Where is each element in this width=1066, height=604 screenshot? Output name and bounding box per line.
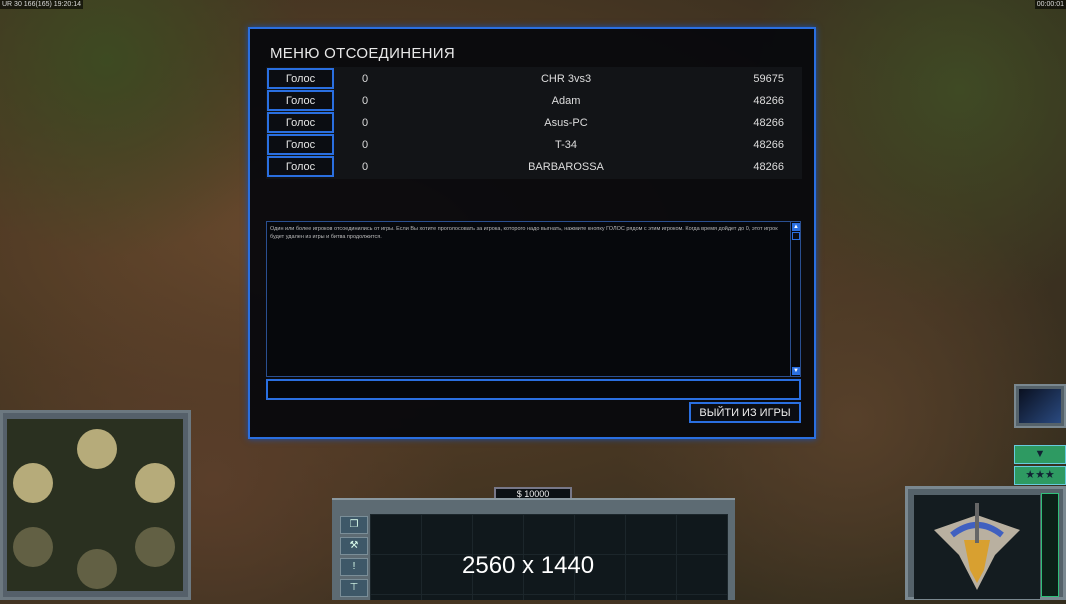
- player-name: BARBAROSSA: [528, 161, 604, 173]
- minimap-base: [135, 463, 175, 503]
- rank-stars-button[interactable]: ★★★: [1014, 466, 1066, 485]
- satellite-icon: [1019, 389, 1061, 423]
- build-grid[interactable]: [370, 514, 728, 600]
- satellite-power-button[interactable]: [1014, 384, 1066, 428]
- wrench-icon[interactable]: ⚒: [340, 537, 368, 555]
- resolution-overlay: 2560 x 1440: [462, 552, 595, 579]
- player-row: Голос 0 T-34 48266: [266, 133, 802, 155]
- player-timeout: 59675: [753, 73, 784, 85]
- vote-button[interactable]: Голос: [267, 134, 334, 155]
- vote-button[interactable]: Голос: [267, 156, 334, 177]
- disconnect-message: Один или более игроков отсоединились от …: [270, 226, 778, 240]
- player-name: T-34: [554, 139, 577, 151]
- minimap[interactable]: [0, 410, 191, 600]
- minimap-base: [77, 549, 117, 589]
- player-list: Голос 0 CHR 3vs3 59675 Голос 0 Adam 4826…: [266, 67, 802, 179]
- scroll-thumb[interactable]: [792, 232, 800, 240]
- player-name: Asus-PC: [544, 117, 588, 129]
- minimap-base: [13, 527, 53, 567]
- vote-count: 0: [362, 161, 369, 173]
- vote-button[interactable]: Голос: [267, 90, 334, 111]
- faction-emblem-icon: [934, 503, 1020, 590]
- minimap-base: [135, 527, 175, 567]
- vote-count: 0: [362, 139, 369, 151]
- scroll-down-icon[interactable]: ▼: [792, 367, 800, 375]
- vote-count: 0: [362, 95, 369, 107]
- status-readout: UR 30 166(165) 19:20:14: [0, 0, 83, 9]
- vote-count: 0: [362, 117, 369, 129]
- message-log: Один или более игроков отсоединились от …: [266, 221, 801, 377]
- player-row: Голос 0 CHR 3vs3 59675: [266, 67, 802, 89]
- windows-icon[interactable]: ❐: [340, 516, 368, 534]
- command-bar: ❐ ⚒ ! ⊤ 2560 x 1440: [332, 498, 735, 600]
- minimap-base: [13, 463, 53, 503]
- player-timeout: 48266: [753, 95, 784, 107]
- minimap-base: [77, 429, 117, 469]
- disconnect-dialog: МЕНЮ ОТСОЕДИНЕНИЯ Голос 0 CHR 3vs3 59675…: [248, 27, 816, 439]
- vote-button[interactable]: Голос: [267, 68, 334, 89]
- player-name: Adam: [551, 95, 581, 107]
- collapse-button[interactable]: ▼: [1014, 445, 1066, 464]
- player-row: Голос 0 BARBAROSSA 48266: [266, 155, 802, 177]
- player-name: CHR 3vs3: [540, 73, 592, 85]
- scroll-up-icon[interactable]: ▲: [792, 223, 800, 231]
- vote-button[interactable]: Голос: [267, 112, 334, 133]
- sell-sign-icon[interactable]: ⊤: [340, 579, 368, 597]
- chat-input[interactable]: [266, 379, 801, 400]
- player-timeout: 48266: [753, 139, 784, 151]
- exit-game-button[interactable]: ВЫЙТИ ИЗ ИГРЫ: [689, 402, 801, 423]
- scrollbar[interactable]: ▲ ▼: [790, 222, 800, 376]
- alert-icon[interactable]: !: [340, 558, 368, 576]
- faction-panel: [905, 486, 1066, 600]
- player-row: Голос 0 Adam 48266: [266, 89, 802, 111]
- player-timeout: 48266: [753, 117, 784, 129]
- power-meter: [1041, 493, 1059, 597]
- player-timeout: 48266: [753, 161, 784, 173]
- game-timer: 00:00:01: [1034, 0, 1066, 9]
- dialog-title: МЕНЮ ОТСОЕДИНЕНИЯ: [270, 45, 455, 62]
- player-row: Голос 0 Asus-PC 48266: [266, 111, 802, 133]
- vote-count: 0: [362, 73, 369, 85]
